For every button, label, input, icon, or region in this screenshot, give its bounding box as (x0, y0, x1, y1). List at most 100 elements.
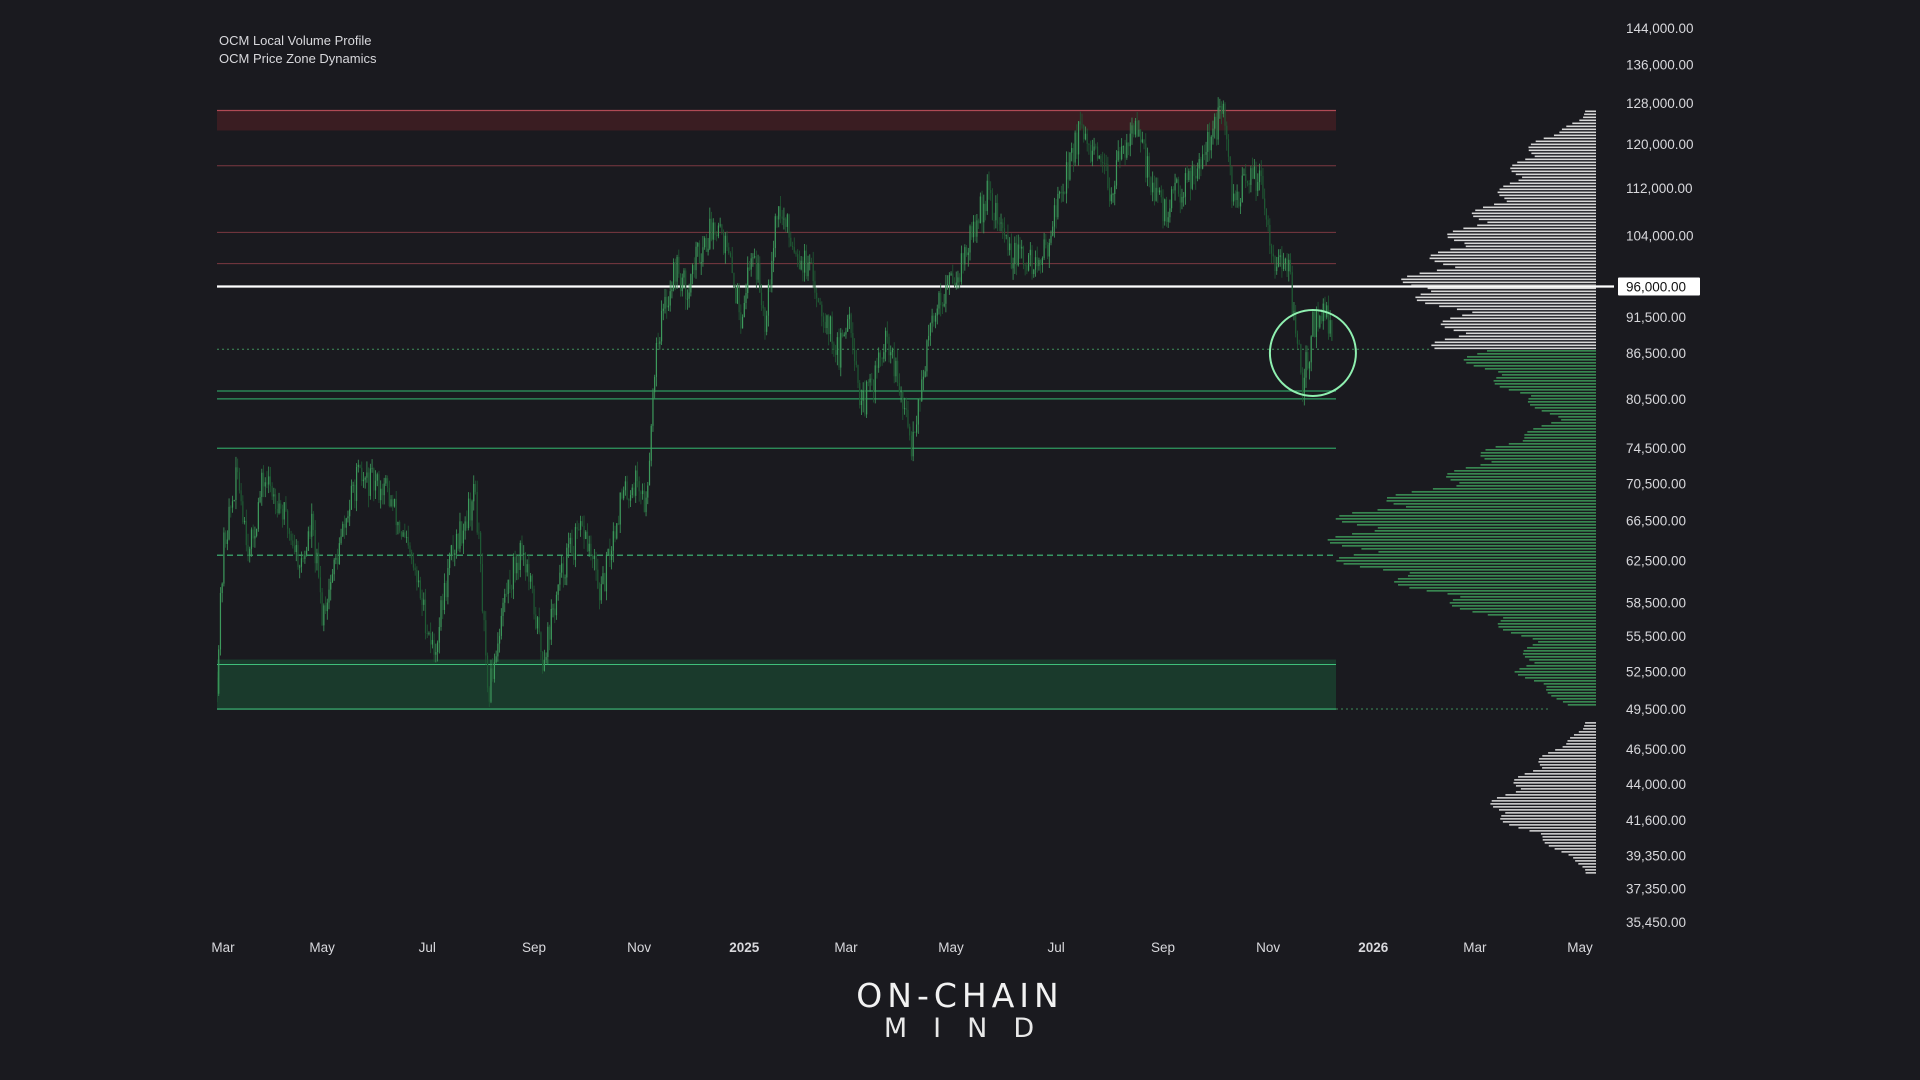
candle-body (838, 337, 840, 368)
volume-bar-lower (1575, 860, 1596, 862)
candle-body (466, 521, 468, 529)
candle-body (983, 203, 985, 223)
candle-body (1110, 194, 1112, 202)
volume-bar-below (1520, 392, 1596, 394)
volume-bar-below (1432, 488, 1596, 490)
volume-bar-below (1524, 656, 1596, 658)
candle-body (381, 488, 384, 496)
volume-bar-above (1454, 239, 1596, 242)
candle-body (1296, 333, 1299, 344)
candle-body (1245, 173, 1247, 181)
volume-bar-above (1531, 152, 1596, 155)
candle-body (1124, 146, 1126, 158)
volume-bar-lower (1539, 764, 1596, 766)
candle-body (617, 523, 620, 525)
candle-body (1276, 266, 1278, 272)
volume-bar-above (1530, 143, 1596, 146)
volume-bar-above (1585, 110, 1596, 113)
y-tick-label: 58,500.00 (1626, 595, 1686, 610)
candle-body (1236, 191, 1238, 201)
volume-bar-lower (1585, 869, 1596, 871)
candle-body (1243, 173, 1245, 176)
volume-bar-below (1454, 470, 1596, 472)
candle-body (1022, 246, 1025, 265)
candle-body (774, 216, 776, 249)
candle-body (1270, 245, 1273, 254)
candle-body (1215, 116, 1218, 140)
candle-body (571, 537, 573, 554)
candle-body (752, 257, 754, 259)
volume-bar-above (1499, 188, 1596, 191)
candle-body (436, 642, 439, 653)
y-tick-label: 120,000.00 (1626, 137, 1694, 152)
volume-bar-below (1486, 350, 1596, 352)
candle-body (883, 352, 885, 359)
candle-body (947, 284, 949, 286)
volume-bar-below (1386, 500, 1596, 502)
candle-body (352, 484, 354, 486)
candle-body (1160, 190, 1162, 198)
candle-body (721, 224, 723, 233)
candle-body (616, 523, 618, 539)
volume-bar-below (1485, 449, 1596, 451)
candle-body (550, 608, 552, 640)
candle-body (650, 425, 652, 461)
candle-body (474, 483, 477, 492)
volume-bar-lower (1583, 728, 1596, 730)
volume-bar-above (1475, 209, 1596, 212)
candle-body (945, 285, 947, 304)
candle-body (881, 357, 883, 359)
candle-body (250, 529, 253, 549)
x-tick-label: May (309, 940, 335, 955)
candle-body (588, 543, 590, 552)
candle-body (1040, 259, 1042, 265)
volume-bar-lower (1561, 851, 1596, 853)
volume-bar-below (1495, 446, 1596, 448)
candle-body (645, 497, 647, 513)
candle-body (483, 611, 485, 621)
candle-body (857, 364, 859, 383)
candle-body (219, 592, 222, 650)
volume-bar-above (1447, 236, 1596, 239)
volume-bar-below (1447, 473, 1596, 475)
candle-body (860, 400, 863, 406)
candle-body (1291, 272, 1293, 314)
volume-bar-above (1487, 221, 1596, 224)
candle-body (1205, 151, 1207, 155)
candle-body (486, 655, 489, 688)
volume-bar-above (1528, 146, 1596, 149)
candle-body (702, 247, 704, 262)
candle-body (409, 545, 411, 553)
volume-bar-above (1416, 299, 1596, 302)
candle-body (978, 220, 980, 224)
candle-body (292, 540, 294, 547)
candle-body (516, 562, 518, 574)
candle-body (504, 593, 506, 603)
volume-bar-below (1409, 572, 1596, 574)
volume-bar-above (1472, 311, 1596, 314)
candle-body (566, 547, 568, 578)
volume-bar-lower (1566, 743, 1596, 745)
x-tick-label: Jul (419, 940, 436, 955)
candle-body (1090, 144, 1092, 162)
candle-body (1250, 168, 1252, 185)
candle-body (1141, 139, 1143, 143)
candle-body (593, 555, 595, 559)
volume-bar-lower (1538, 761, 1596, 763)
candle-body (657, 342, 659, 344)
candle-body (1295, 310, 1297, 334)
candle-body (1265, 208, 1267, 220)
candle-body (824, 321, 826, 329)
candle-body (433, 639, 435, 655)
volume-bar-below (1394, 581, 1596, 583)
candle-body (1134, 120, 1137, 135)
candle-body (984, 203, 987, 212)
candle-body (767, 284, 770, 316)
candle-body (710, 218, 713, 240)
candle-body (952, 273, 954, 284)
volume-bar-above (1425, 302, 1596, 305)
candle-body (1189, 170, 1192, 189)
candle-body (1046, 244, 1049, 257)
candle-body (374, 480, 377, 491)
volume-bar-below (1551, 695, 1596, 697)
